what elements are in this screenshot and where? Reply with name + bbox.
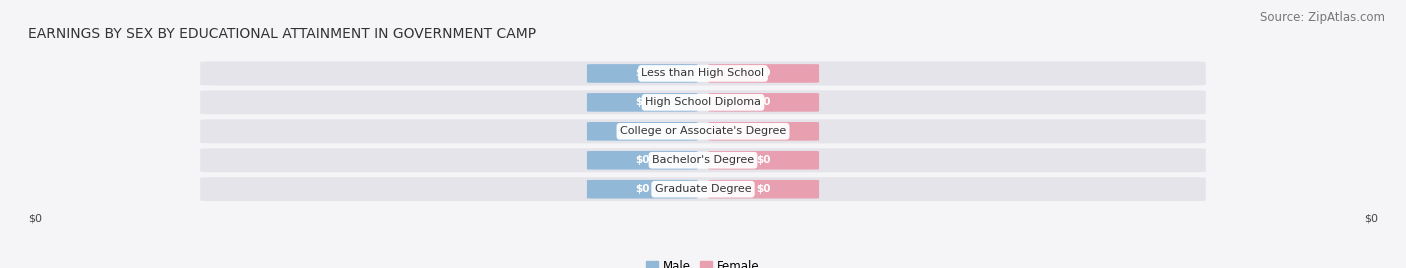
FancyBboxPatch shape — [200, 119, 1206, 143]
FancyBboxPatch shape — [709, 93, 820, 112]
Text: $0: $0 — [756, 155, 770, 165]
Text: Graduate Degree: Graduate Degree — [655, 184, 751, 194]
Text: $0: $0 — [636, 184, 650, 194]
FancyBboxPatch shape — [586, 93, 697, 112]
FancyBboxPatch shape — [200, 177, 1206, 201]
FancyBboxPatch shape — [709, 180, 820, 199]
FancyBboxPatch shape — [709, 151, 820, 170]
Text: $0: $0 — [636, 126, 650, 136]
FancyBboxPatch shape — [709, 122, 820, 141]
Text: College or Associate's Degree: College or Associate's Degree — [620, 126, 786, 136]
Text: $0: $0 — [756, 68, 770, 79]
Text: $0: $0 — [28, 214, 42, 224]
FancyBboxPatch shape — [709, 64, 820, 83]
Text: $0: $0 — [756, 126, 770, 136]
FancyBboxPatch shape — [586, 122, 697, 141]
Text: Bachelor's Degree: Bachelor's Degree — [652, 155, 754, 165]
Legend: Male, Female: Male, Female — [647, 260, 759, 268]
Text: $0: $0 — [1364, 214, 1378, 224]
FancyBboxPatch shape — [586, 151, 697, 170]
FancyBboxPatch shape — [200, 90, 1206, 114]
Text: $0: $0 — [636, 68, 650, 79]
FancyBboxPatch shape — [200, 61, 1206, 85]
Text: EARNINGS BY SEX BY EDUCATIONAL ATTAINMENT IN GOVERNMENT CAMP: EARNINGS BY SEX BY EDUCATIONAL ATTAINMEN… — [28, 27, 536, 41]
Text: Source: ZipAtlas.com: Source: ZipAtlas.com — [1260, 11, 1385, 24]
Text: High School Diploma: High School Diploma — [645, 97, 761, 107]
FancyBboxPatch shape — [586, 180, 697, 199]
FancyBboxPatch shape — [586, 64, 697, 83]
Text: $0: $0 — [636, 97, 650, 107]
FancyBboxPatch shape — [200, 148, 1206, 172]
Text: Less than High School: Less than High School — [641, 68, 765, 79]
Text: $0: $0 — [636, 155, 650, 165]
Text: $0: $0 — [756, 97, 770, 107]
Text: $0: $0 — [756, 184, 770, 194]
